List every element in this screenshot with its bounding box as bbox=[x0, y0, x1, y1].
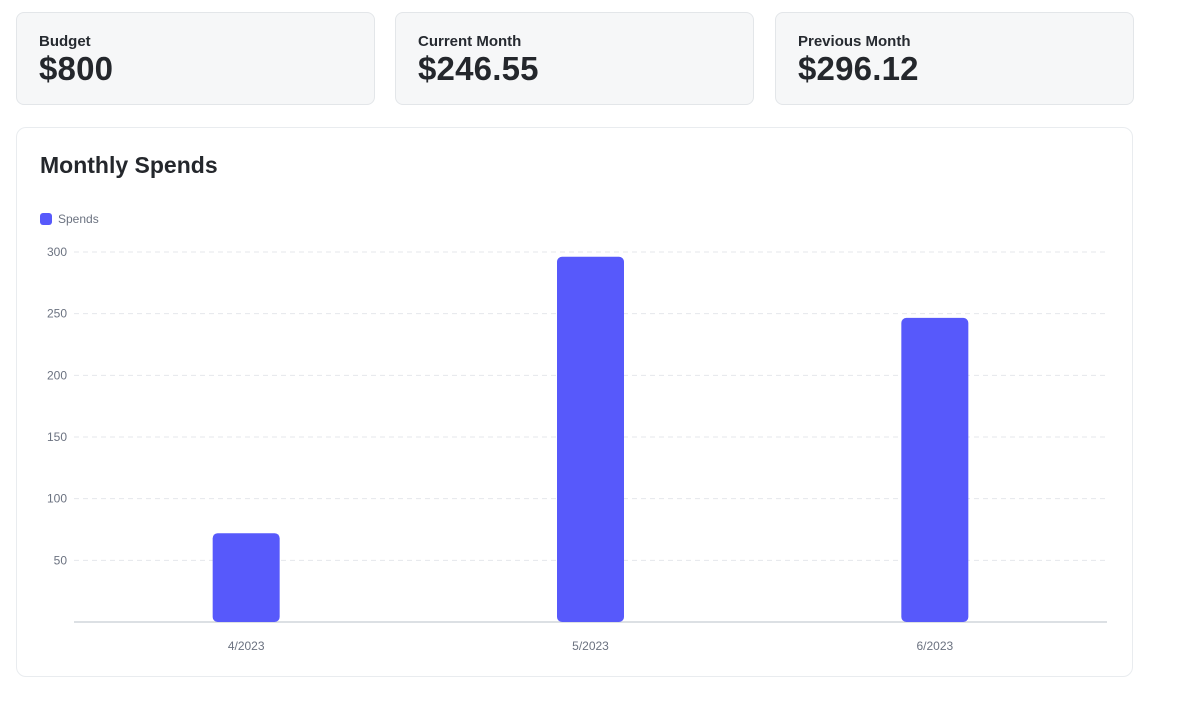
legend-label-spends: Spends bbox=[58, 212, 99, 226]
current-month-value: $246.55 bbox=[418, 50, 539, 87]
current-month-card: Current Month $246.55 bbox=[395, 12, 754, 105]
x-tick-label-5-2023: 5/2023 bbox=[572, 639, 609, 653]
y-tick-label-150: 150 bbox=[47, 430, 67, 444]
current-month-label: Current Month bbox=[418, 33, 522, 50]
y-tick-label-250: 250 bbox=[47, 307, 67, 321]
y-tick-label-50: 50 bbox=[54, 553, 68, 567]
y-tick-label-200: 200 bbox=[47, 368, 67, 382]
previous-month-value: $296.12 bbox=[798, 50, 919, 87]
chart-legend[interactable]: Spends bbox=[40, 212, 99, 226]
budget-label: Budget bbox=[39, 33, 91, 50]
y-tick-label-100: 100 bbox=[47, 492, 67, 506]
bar-chart: 50 100 150 200 250 300 4/2023 5/2023 6/2023 bbox=[47, 245, 1107, 653]
bar-4-2023 bbox=[212, 533, 280, 622]
bar-5-2023 bbox=[557, 256, 624, 622]
monthly-spends-card: Monthly Spends Spends 50 100 150 200 250 300 4… bbox=[16, 127, 1133, 677]
x-tick-label-4-2023: 4/2023 bbox=[228, 639, 265, 653]
previous-month-card: Previous Month $296.12 bbox=[775, 12, 1134, 105]
legend-swatch bbox=[40, 213, 52, 225]
x-tick-label-6-2023: 6/2023 bbox=[916, 639, 953, 653]
budget-value: $800 bbox=[39, 50, 114, 87]
chart-title: Monthly Spends bbox=[40, 152, 218, 178]
y-tick-label-300: 300 bbox=[47, 245, 67, 259]
bar-6-2023 bbox=[901, 317, 969, 622]
previous-month-label: Previous Month bbox=[798, 33, 911, 50]
budget-card: Budget $800 bbox=[16, 12, 375, 105]
